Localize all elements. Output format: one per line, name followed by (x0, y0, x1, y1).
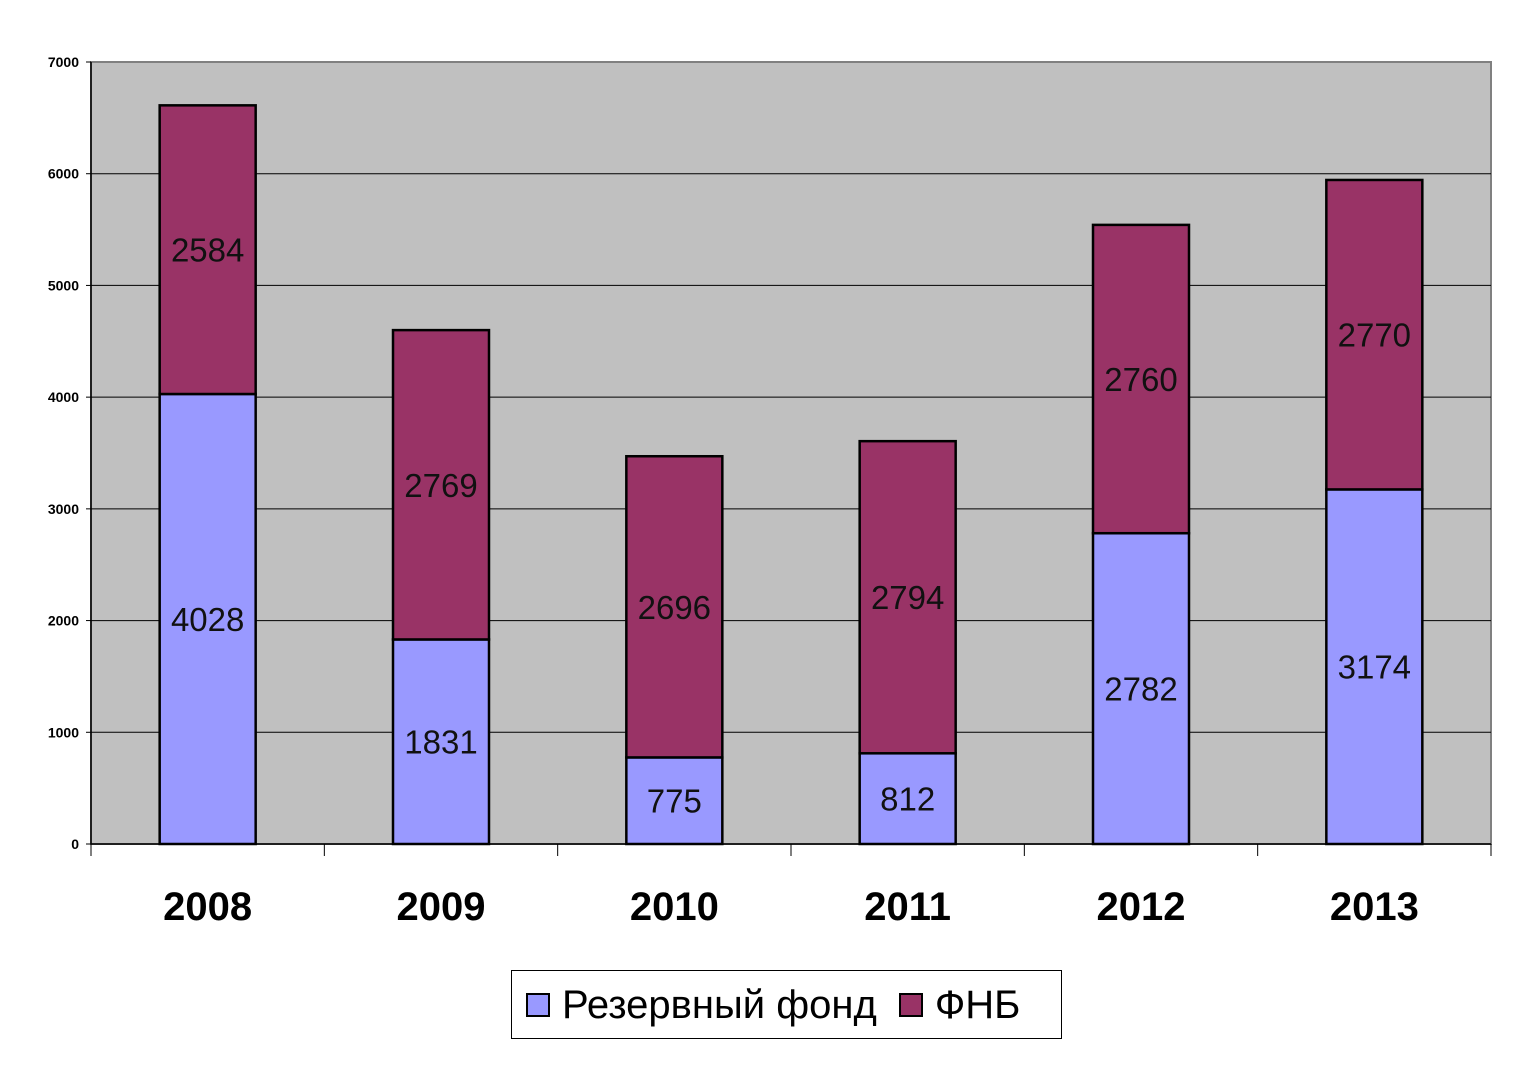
axes: 0 1000 2000 3000 4000 5000 6000 7000 2008 2009 201… (48, 54, 1492, 929)
bar-2008-series-1 (158, 104, 257, 396)
y-tick-label-7000: 7000 (48, 54, 79, 70)
data-labels: 4028 2584 1831 2769 775 2696 812 2794 2782 2760 31… (171, 232, 1411, 820)
y-tick-label-6000: 6000 (48, 166, 79, 182)
data-label-2008-series-0: 4028 (171, 601, 244, 638)
bar-2011-series-0 (858, 752, 957, 846)
bar-2010-series-1 (625, 454, 724, 759)
bar-2009-series-1 (391, 328, 491, 641)
plot-area (90, 61, 1492, 845)
legend-item-rezervny-fond: Резервный фонд (526, 985, 877, 1025)
data-label-2010-series-1: 2696 (638, 589, 711, 626)
y-tick-label-0: 0 (71, 836, 79, 852)
bar-2011-series-1 (858, 439, 957, 755)
y-tick-label-3000: 3000 (48, 501, 79, 517)
gridlines (91, 173, 1491, 733)
data-label-2011-series-0: 812 (880, 781, 935, 818)
data-label-2010-series-0: 775 (647, 783, 702, 820)
bar-2012-series-1 (1091, 223, 1191, 535)
y-tick-label-5000: 5000 (48, 277, 79, 293)
legend-label-rezervny-fond: Резервный фонд (562, 982, 877, 1027)
legend-item-fnb: ФНБ (898, 982, 1021, 1027)
x-tick-label-2010: 2010 (630, 885, 719, 929)
legend: Резервный фонд ФНБ (511, 970, 1062, 1039)
data-label-2008-series-1: 2584 (171, 232, 244, 269)
y-tick-label-2000: 2000 (48, 613, 79, 629)
x-tick-label-2013: 2013 (1330, 885, 1419, 929)
bar-2013-series-1 (1325, 178, 1424, 491)
x-tick-label-2012: 2012 (1097, 885, 1186, 929)
y-tick-label-4000: 4000 (48, 389, 79, 405)
x-tick-label-2011: 2011 (864, 885, 951, 929)
bar-2009-series-0 (391, 638, 491, 846)
data-label-2012-series-0: 2782 (1104, 671, 1177, 708)
data-label-2009-series-1: 2769 (404, 467, 477, 504)
y-tick-label-1000: 1000 (48, 724, 79, 740)
legend-swatch-fnb (898, 992, 923, 1017)
legend-label-fnb: ФНБ (934, 982, 1021, 1027)
data-label-2009-series-0: 1831 (404, 724, 477, 761)
data-label-2013-series-1: 2770 (1338, 317, 1411, 354)
data-label-2013-series-0: 3174 (1338, 649, 1411, 686)
x-tick-label-2008: 2008 (163, 885, 252, 929)
legend-swatch-rezervny-fond (526, 992, 550, 1017)
data-label-2012-series-1: 2760 (1104, 361, 1177, 398)
bar-2013-series-0 (1325, 488, 1424, 846)
bar-2010-series-0 (625, 756, 724, 846)
x-tick-label-2009: 2009 (397, 885, 486, 929)
bars (158, 104, 1424, 846)
data-label-2011-series-1: 2794 (871, 579, 944, 616)
